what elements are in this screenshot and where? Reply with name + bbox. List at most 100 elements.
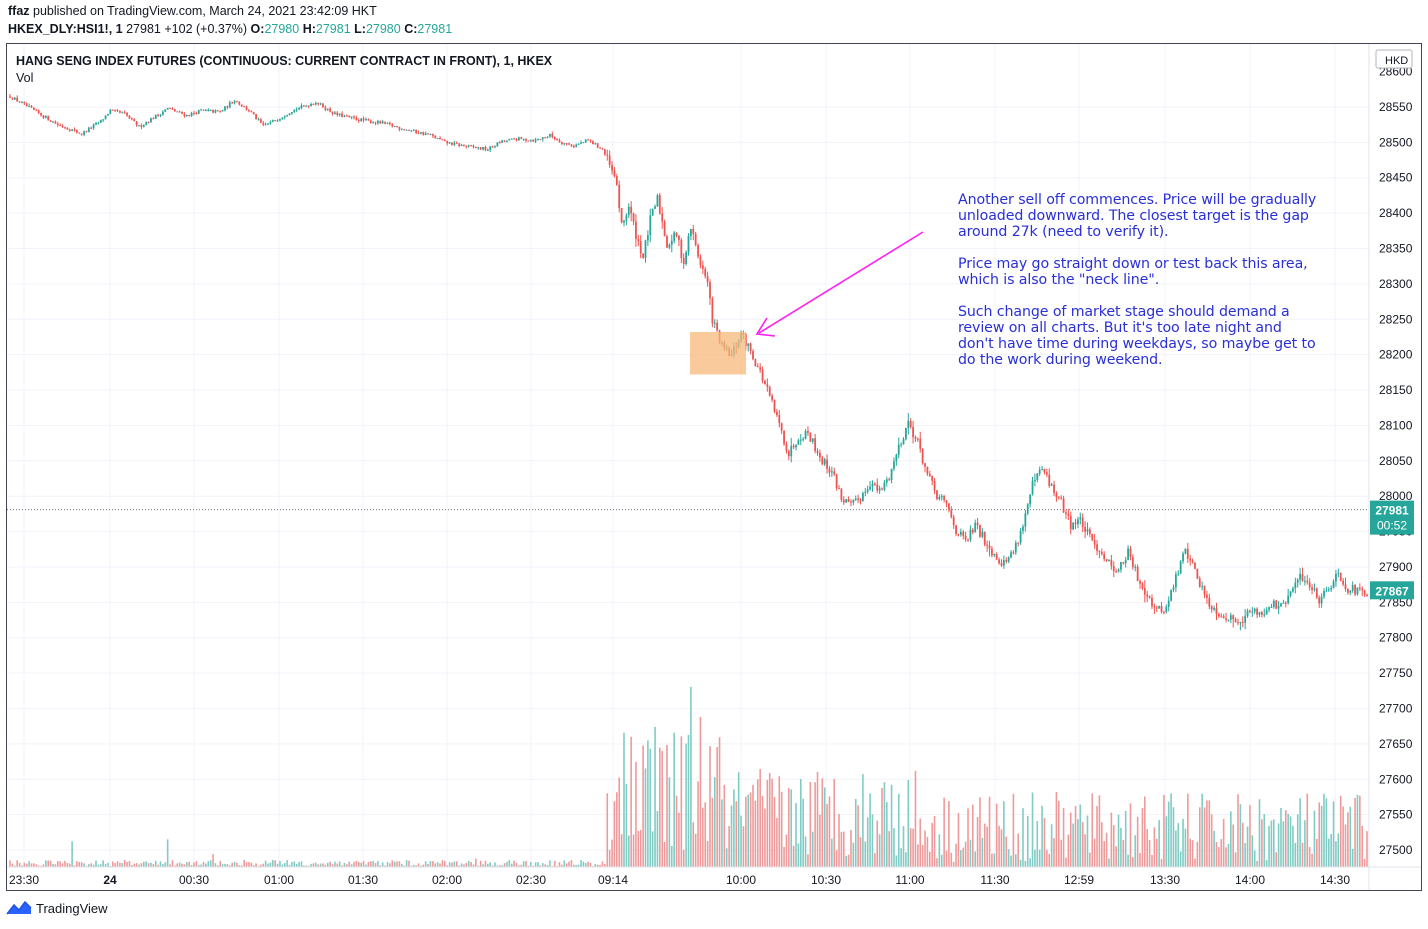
volume-bar <box>1160 858 1163 867</box>
candle-body <box>1105 559 1108 561</box>
volume-bar <box>1268 825 1270 867</box>
neck-line-highlight[interactable] <box>690 332 746 375</box>
volume-bar <box>131 864 133 867</box>
candle-body <box>971 529 974 533</box>
volume-bar <box>709 746 711 867</box>
candle-body <box>687 235 690 253</box>
volume-bar <box>926 837 929 867</box>
candle-body <box>21 102 23 104</box>
volume-bar <box>1196 841 1199 867</box>
publisher-name[interactable]: ffaz <box>8 4 30 18</box>
volume-bar <box>783 846 785 867</box>
volume-bar <box>623 732 625 867</box>
candle-body <box>429 134 432 136</box>
volume-bar <box>1067 834 1070 867</box>
volume-bar <box>37 865 40 867</box>
candle-body <box>436 137 439 139</box>
candle-body <box>391 124 394 127</box>
candle-body <box>142 124 145 127</box>
candle-body <box>1077 519 1079 524</box>
candle-body <box>181 111 183 114</box>
volume-bar <box>948 801 950 867</box>
volume-bar <box>532 865 535 867</box>
volume-bar <box>491 865 494 867</box>
candle-body <box>281 117 284 120</box>
candle-body <box>991 548 993 556</box>
volume-bar <box>121 863 124 867</box>
price-tick-label: 28000 <box>1379 489 1413 503</box>
volume-bar <box>307 865 310 867</box>
volume-bar <box>852 842 855 867</box>
volume-bar <box>940 854 943 867</box>
volume-bar <box>310 863 312 867</box>
candle-body <box>173 109 176 112</box>
candle-body <box>1215 607 1218 614</box>
volume-bar <box>1351 848 1354 867</box>
candle-body <box>1100 551 1103 554</box>
volume-bar <box>1332 801 1335 867</box>
candle-body <box>147 122 150 124</box>
candle-body <box>1229 615 1232 620</box>
volume-bar <box>116 861 119 867</box>
volume-bar <box>76 861 78 867</box>
annotation-note[interactable]: Another sell off commences. Price will b… <box>958 192 1318 384</box>
volume-bar <box>145 861 147 867</box>
candle-body <box>71 129 74 131</box>
candle-body <box>183 113 186 117</box>
candle-body <box>764 380 766 385</box>
time-axis[interactable]: 23:30 24 00:30 01:00 01:30 02:00 02:30 09:14 10:… <box>7 866 1421 887</box>
candle-body <box>1170 589 1172 601</box>
footer-brand[interactable]: TradingView <box>36 900 108 916</box>
volume-bar <box>405 860 408 867</box>
candle-body <box>1325 590 1328 592</box>
candle-body <box>1007 557 1010 562</box>
volume-bar <box>338 861 341 867</box>
candle-body <box>680 239 683 258</box>
volume-bar <box>1320 805 1323 867</box>
volume-bar <box>123 860 126 867</box>
volume-bar <box>128 861 131 867</box>
volume-bar <box>358 861 360 867</box>
volume-bar <box>1007 849 1010 867</box>
candle-body <box>138 125 140 127</box>
volume-bar <box>1256 860 1258 867</box>
volume-bar <box>288 864 291 867</box>
candle-body <box>1143 588 1146 595</box>
volume-bar <box>1184 828 1187 867</box>
volume-bar <box>95 860 97 867</box>
open-label: O: <box>250 22 265 36</box>
candle-body <box>668 244 671 248</box>
volume-bar <box>577 864 580 867</box>
volume-bar <box>900 848 902 867</box>
candle-body <box>448 142 451 144</box>
candle-body <box>1031 480 1034 495</box>
candle-body <box>943 495 946 501</box>
candle-body <box>959 531 962 535</box>
volume-label: Vol <box>16 71 33 85</box>
close-value: 27981 <box>417 22 453 36</box>
volume-bar <box>998 825 1000 867</box>
chart-canvas[interactable]: 28550 28500 28450 28400 28350 28300 28250 28200… <box>7 44 1421 890</box>
current-price-label: 27867 <box>1375 584 1409 598</box>
volume-bar <box>723 784 726 867</box>
candle-body <box>1251 611 1254 613</box>
candle-body <box>379 120 382 124</box>
volume-bar <box>795 803 797 867</box>
volume-bar <box>883 782 886 867</box>
currency-box[interactable] <box>1375 49 1413 69</box>
volume-bar <box>1292 825 1294 867</box>
candle-body <box>491 146 494 148</box>
candle-body <box>618 184 621 209</box>
price-axis[interactable]: 28550 28500 28450 28400 28350 28300 28250 28200… <box>1368 44 1413 890</box>
candle-body <box>584 139 587 143</box>
candle-body <box>766 384 769 387</box>
volume-bar <box>1337 833 1340 867</box>
volume-bar <box>979 797 981 867</box>
annotation-arrow[interactable] <box>758 231 924 334</box>
volume-bar <box>1308 846 1311 867</box>
volume-bar <box>945 850 948 867</box>
volume-bar <box>396 861 398 867</box>
volume-bar <box>1017 833 1019 867</box>
volume-bar <box>1058 800 1060 867</box>
